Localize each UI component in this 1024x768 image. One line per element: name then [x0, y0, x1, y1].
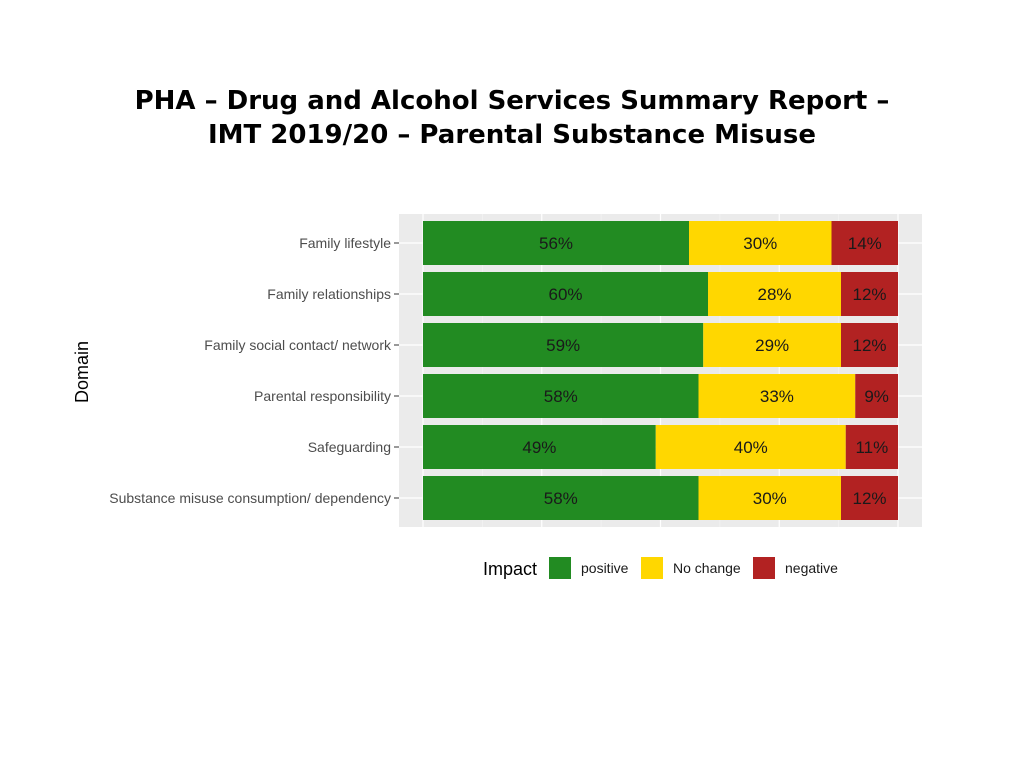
bar-segment-positive	[423, 272, 708, 316]
bar-segment-positive	[423, 374, 699, 418]
legend-label: positive	[581, 560, 629, 576]
bar-segment-negative	[855, 374, 898, 418]
data-label: 28%	[757, 285, 791, 304]
bar-segment-positive	[423, 323, 704, 367]
bar-segment-positive	[423, 425, 656, 469]
bar-segment-negative	[841, 272, 898, 316]
legend-swatch-no-change	[641, 557, 663, 579]
data-label: 29%	[755, 336, 789, 355]
data-label: 49%	[522, 438, 556, 457]
y-tick-label: Safeguarding	[308, 439, 391, 455]
data-label: 30%	[753, 489, 787, 508]
data-label: 12%	[852, 489, 886, 508]
y-tick-label: Family social contact/ network	[204, 337, 392, 353]
data-label: 60%	[548, 285, 582, 304]
data-label: 11%	[855, 438, 888, 457]
bar-segment-negative	[845, 425, 898, 469]
legend-title: Impact	[483, 559, 537, 579]
bar-segment-no-change	[698, 374, 856, 418]
data-label: 14%	[848, 234, 882, 253]
bar-segment-positive	[423, 221, 689, 265]
legend-label: negative	[785, 560, 838, 576]
data-label: 30%	[743, 234, 777, 253]
page-title-line-1: PHA – Drug and Alcohol Services Summary …	[134, 86, 890, 116]
legend-label: No change	[673, 560, 741, 576]
bar-segment-no-change	[655, 425, 846, 469]
legend-swatch-negative	[753, 557, 775, 579]
bar-segment-no-change	[703, 323, 841, 367]
page-title-line-2: IMT 2019/20 – Parental Substance Misuse	[207, 120, 817, 150]
y-tick-label: Family lifestyle	[299, 235, 391, 251]
y-tick-label: Substance misuse consumption/ dependency	[109, 490, 391, 506]
bar-segment-no-change	[698, 476, 841, 520]
data-label: 58%	[544, 387, 578, 406]
legend-swatch-positive	[549, 557, 571, 579]
bar-segment-negative	[841, 476, 898, 520]
data-label: 33%	[760, 387, 794, 406]
y-tick-label: Family relationships	[267, 286, 391, 302]
bar-segment-no-change	[708, 272, 841, 316]
data-label: 12%	[852, 336, 886, 355]
y-tick-label: Parental responsibility	[254, 388, 391, 404]
y-axis-title: Domain	[72, 341, 92, 403]
data-label: 58%	[544, 489, 578, 508]
bar-segment-no-change	[689, 221, 832, 265]
data-label: 56%	[539, 234, 573, 253]
bar-segment-positive	[423, 476, 699, 520]
data-label: 40%	[734, 438, 768, 457]
bar-segment-negative	[831, 221, 898, 265]
data-label: 9%	[864, 387, 889, 406]
data-label: 12%	[852, 285, 886, 304]
data-label: 59%	[546, 336, 580, 355]
bar-segment-negative	[841, 323, 898, 367]
